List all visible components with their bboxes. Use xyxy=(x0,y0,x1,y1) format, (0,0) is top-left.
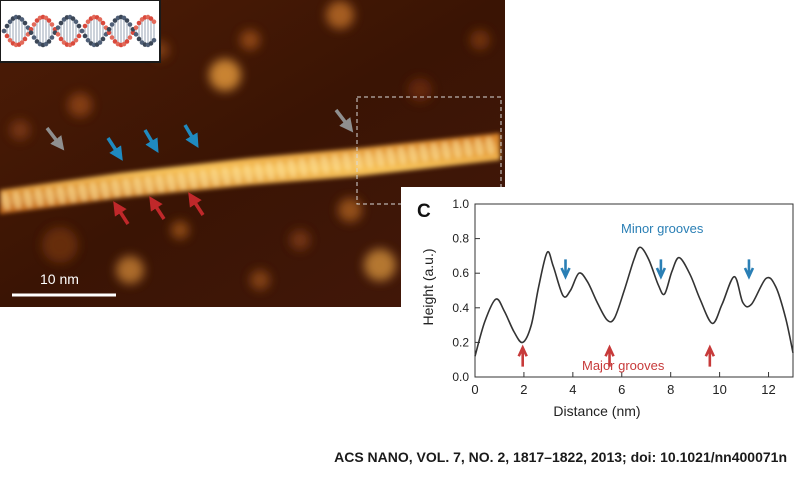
y-tick-label: 0.6 xyxy=(452,266,469,280)
x-tick-label: 6 xyxy=(618,382,625,397)
groove-arrows xyxy=(45,108,354,225)
major-groove-arrow-icon xyxy=(517,344,528,367)
y-tick-label: 0.8 xyxy=(452,232,469,246)
blue-arrow-icon xyxy=(143,129,159,154)
afm-surface-feature xyxy=(250,270,270,290)
afm-image: 10 nm xyxy=(0,0,505,307)
afm-surface-feature xyxy=(338,198,362,222)
citation: ACS NANO, VOL. 7, NO. 2, 1817–1822, 2013… xyxy=(334,449,787,465)
y-tick-label: 0.2 xyxy=(452,335,469,349)
minor-groove-arrow-icon xyxy=(743,259,755,280)
y-tick-label: 1.0 xyxy=(452,197,469,211)
plot-frame xyxy=(474,203,794,378)
afm-surface-feature xyxy=(42,227,78,263)
afm-surface-feature xyxy=(290,230,310,250)
red-arrow-icon xyxy=(149,196,166,220)
dna-helix-icon xyxy=(1,14,157,48)
x-tick-label: 4 xyxy=(569,382,576,397)
x-tick-label: 8 xyxy=(667,382,674,397)
y-tick-label: 0.4 xyxy=(452,301,469,315)
afm-surface-feature xyxy=(171,221,189,239)
dna-strand xyxy=(0,133,500,214)
gray-arrow-icon xyxy=(334,108,354,133)
red-arrow-icon xyxy=(113,201,130,225)
major-grooves-label: Major grooves xyxy=(582,358,665,373)
afm-surface-texture xyxy=(10,1,490,290)
afm-surface-feature xyxy=(364,249,396,281)
x-tick-label: 0 xyxy=(471,382,478,397)
dna-model-inset xyxy=(0,0,161,63)
x-tick-label: 2 xyxy=(520,382,527,397)
major-groove-arrow-icon xyxy=(604,344,615,367)
afm-surface-feature xyxy=(10,120,30,140)
gray-arrow-icon xyxy=(45,126,65,151)
y-tick-label: 0.0 xyxy=(452,370,469,384)
minor-groove-arrow-icon xyxy=(655,259,667,280)
y-axis-label: Height (a.u.) xyxy=(420,248,436,325)
panel-letter: C xyxy=(417,201,431,222)
height-profile-line xyxy=(474,246,794,357)
afm-surface-feature xyxy=(209,59,241,91)
x-tick-label: 12 xyxy=(761,382,775,397)
afm-surface-feature xyxy=(240,30,260,50)
x-tick-label: 10 xyxy=(712,382,726,397)
minor-groove-arrow-icon xyxy=(560,259,571,280)
height-profile-chart: C 0 2 4 6 8 10 12 0.0 0.2 0.4 0.6 0.8 1.0 Minor groo… xyxy=(417,197,794,419)
groove-profile-panel: C 0 2 4 6 8 10 12 0.0 0.2 0.4 0.6 0.8 1.0 Minor groo… xyxy=(401,187,797,427)
afm-surface-feature xyxy=(470,30,490,50)
afm-surface-feature xyxy=(408,78,432,102)
afm-surface-feature xyxy=(116,256,144,284)
blue-arrow-icon xyxy=(183,124,199,149)
afm-surface-feature xyxy=(68,93,92,117)
blue-arrow-icon xyxy=(106,137,123,161)
red-arrow-icon xyxy=(188,192,205,216)
minor-grooves-label: Minor grooves xyxy=(621,221,704,236)
x-axis-label: Distance (nm) xyxy=(553,403,640,419)
afm-surface-feature xyxy=(326,1,354,29)
scale-bar-label: 10 nm xyxy=(40,271,79,287)
major-groove-arrow-icon xyxy=(704,344,716,367)
